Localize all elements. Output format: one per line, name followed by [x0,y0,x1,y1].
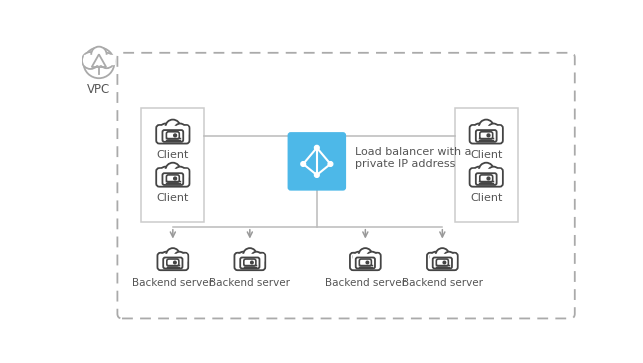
FancyBboxPatch shape [437,259,448,266]
Circle shape [160,123,171,135]
FancyBboxPatch shape [156,125,190,143]
Circle shape [359,248,372,261]
Circle shape [174,177,177,180]
FancyBboxPatch shape [476,173,496,185]
Text: Backend server: Backend server [402,278,483,289]
FancyBboxPatch shape [433,257,452,269]
FancyBboxPatch shape [287,132,346,191]
FancyBboxPatch shape [235,253,266,270]
Circle shape [328,162,333,166]
Circle shape [166,248,179,261]
Bar [84,55,114,64]
Text: Client: Client [157,150,189,160]
Circle shape [160,167,171,178]
FancyBboxPatch shape [455,108,518,222]
Bar [160,254,186,261]
Circle shape [488,167,499,178]
Circle shape [354,252,364,262]
Circle shape [314,146,319,150]
Circle shape [444,252,454,262]
Circle shape [488,123,499,135]
Bar [159,126,187,134]
FancyBboxPatch shape [163,173,183,185]
Circle shape [99,53,114,68]
Circle shape [367,252,377,262]
FancyBboxPatch shape [476,130,496,142]
FancyBboxPatch shape [163,130,183,142]
FancyBboxPatch shape [356,257,375,269]
Circle shape [479,119,494,134]
FancyBboxPatch shape [244,259,256,266]
Bar [237,254,263,261]
Circle shape [174,123,186,135]
Bar [472,169,500,177]
FancyBboxPatch shape [480,175,493,182]
Circle shape [161,252,171,262]
Circle shape [251,261,253,264]
Bar [472,126,500,134]
Circle shape [82,52,99,69]
Bar [352,254,378,261]
FancyBboxPatch shape [156,168,190,187]
Circle shape [91,46,107,62]
Text: Load balancer with a
private IP address: Load balancer with a private IP address [356,147,472,169]
Text: Backend server: Backend server [132,278,213,289]
Text: Client: Client [470,193,502,203]
FancyBboxPatch shape [141,108,204,222]
FancyBboxPatch shape [167,132,179,139]
Circle shape [301,162,305,166]
Circle shape [479,163,494,178]
FancyBboxPatch shape [167,259,179,266]
Text: Backend server: Backend server [325,278,406,289]
Circle shape [165,119,180,134]
Circle shape [314,173,319,178]
Circle shape [243,248,257,261]
FancyBboxPatch shape [359,259,372,266]
Circle shape [165,163,180,178]
FancyBboxPatch shape [240,257,260,269]
Circle shape [174,134,177,137]
Circle shape [84,48,114,78]
Circle shape [251,252,262,262]
Text: Client: Client [470,150,502,160]
Circle shape [174,252,185,262]
FancyBboxPatch shape [158,253,188,270]
Circle shape [443,261,446,264]
Circle shape [487,134,490,137]
Bar [430,254,455,261]
Circle shape [473,167,485,178]
Circle shape [366,261,368,264]
Circle shape [487,177,490,180]
Circle shape [174,261,176,264]
FancyBboxPatch shape [480,132,493,139]
Circle shape [238,252,248,262]
Circle shape [431,252,441,262]
Circle shape [436,248,449,261]
Text: Backend server: Backend server [210,278,291,289]
FancyBboxPatch shape [118,53,575,318]
Text: Client: Client [157,193,189,203]
FancyBboxPatch shape [469,125,503,143]
FancyBboxPatch shape [427,253,458,270]
FancyBboxPatch shape [163,257,183,269]
FancyBboxPatch shape [469,168,503,187]
Bar [159,169,187,177]
Circle shape [473,123,485,135]
Text: VPC: VPC [87,83,111,96]
FancyBboxPatch shape [350,253,381,270]
Circle shape [174,167,186,178]
FancyBboxPatch shape [167,175,179,182]
